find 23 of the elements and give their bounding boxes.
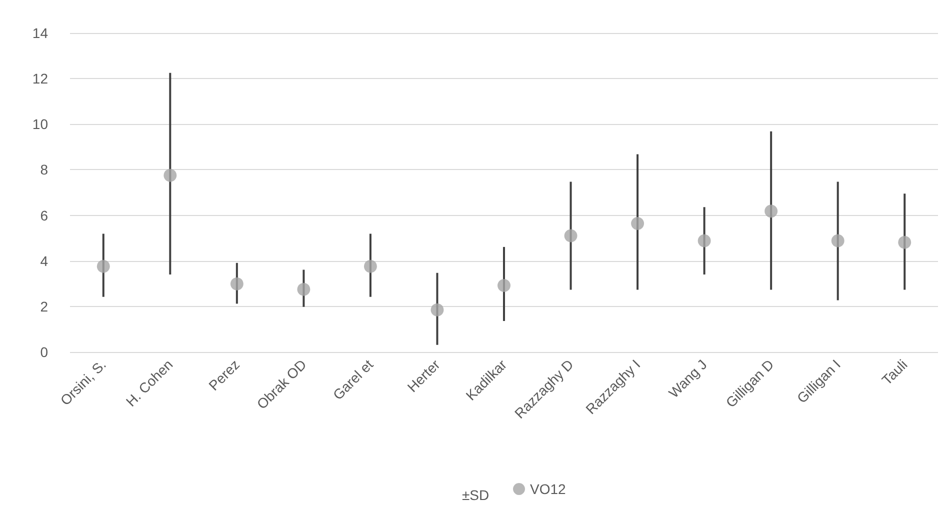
y-tick-label: 6 bbox=[40, 207, 48, 224]
point bbox=[831, 234, 844, 248]
y-tick-label: 12 bbox=[32, 70, 48, 87]
y-tick-label: 2 bbox=[40, 298, 48, 314]
point bbox=[698, 234, 711, 248]
point bbox=[430, 303, 444, 316]
point bbox=[96, 260, 110, 273]
y-tick-label: 14 bbox=[32, 25, 48, 41]
y-tick-label: 10 bbox=[32, 116, 48, 132]
point bbox=[230, 277, 244, 290]
y-tick-label: 0 bbox=[40, 344, 48, 360]
point bbox=[631, 216, 644, 230]
point bbox=[364, 260, 377, 273]
point bbox=[498, 278, 510, 292]
point bbox=[297, 282, 310, 296]
text: ±SD bbox=[462, 487, 490, 503]
point bbox=[898, 236, 912, 249]
legend-label: VO12 bbox=[530, 481, 566, 497]
y-tick-label: 8 bbox=[40, 162, 48, 178]
point bbox=[764, 204, 778, 218]
point bbox=[564, 229, 578, 242]
point bbox=[164, 168, 177, 182]
y-tick-label: 4 bbox=[40, 252, 48, 269]
